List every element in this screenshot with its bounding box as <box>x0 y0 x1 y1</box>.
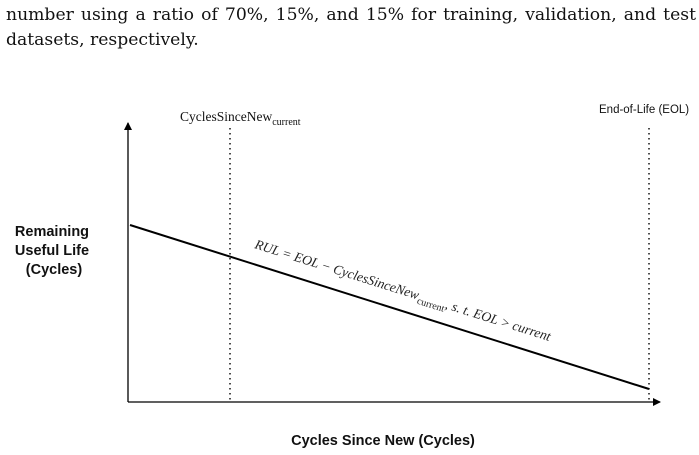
eol-marker-label: End-of-Life (EOL) <box>599 104 689 116</box>
x-axis-label: Cycles Since New (Cycles) <box>291 433 475 449</box>
paragraph-line-1: number using a ratio of 70%, 15%, and 15… <box>6 5 696 25</box>
rul-equation: RUL = EOL − CyclesSinceNewcurrent, s. t.… <box>251 236 554 348</box>
paragraph-line-2: datasets, respectively. <box>6 30 199 50</box>
rul-line <box>129 224 650 390</box>
y-axis-label: Remaining Useful Life (Cycles) <box>15 224 93 278</box>
paragraph-text: number using a ratio of 70%, 15%, and 15… <box>6 3 696 53</box>
current-marker-label: CyclesSinceNewcurrent <box>180 109 301 128</box>
